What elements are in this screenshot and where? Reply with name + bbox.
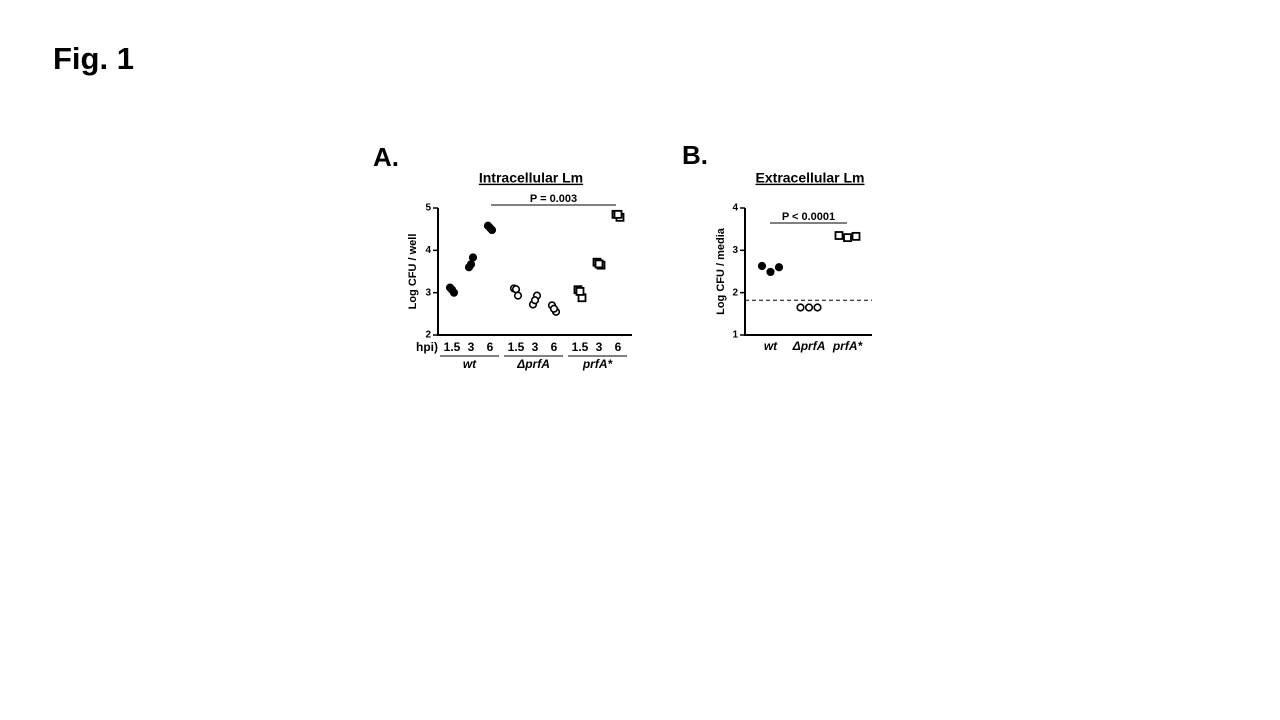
data-point: [613, 209, 623, 219]
y-tick-label: 1: [732, 330, 738, 341]
panel-label: B.: [682, 140, 708, 170]
data-point: [757, 261, 767, 271]
data-point: [466, 260, 476, 269]
group-label: wt: [463, 357, 477, 371]
data-point: [834, 231, 844, 240]
x-tick-label: 3: [532, 340, 539, 354]
data-point: [530, 296, 540, 305]
data-point: [447, 285, 457, 294]
x-tick-label: 6: [615, 340, 622, 354]
x-tick-label: 6: [551, 340, 558, 354]
figure-title: Fig. 1: [53, 41, 134, 76]
data-point: [468, 253, 478, 262]
y-tick-label: 4: [732, 203, 738, 214]
y-axis-label: Log CFU / media: [715, 227, 727, 315]
y-tick-label: 5: [425, 203, 431, 214]
y-tick-label: 2: [425, 330, 431, 341]
y-tick-label: 4: [425, 245, 431, 256]
group-label: ΔprfA: [516, 357, 550, 371]
x-prefix: hpi): [416, 340, 438, 354]
x-tick-label: 3: [468, 340, 475, 354]
y-tick-label: 3: [425, 287, 431, 298]
data-point: [511, 285, 521, 294]
x-tick-label: prfA*: [832, 339, 864, 353]
data-point: [813, 303, 822, 312]
x-tick-label: 1.5: [444, 340, 461, 354]
y-tick-label: 2: [732, 287, 738, 298]
data-point: [843, 233, 852, 243]
x-tick-label: 3: [596, 340, 603, 354]
x-tick-label: 1.5: [572, 340, 589, 354]
data-point: [796, 303, 805, 312]
chart-title: Intracellular Lm: [479, 170, 583, 186]
data-point: [485, 223, 495, 232]
x-tick-label: 1.5: [508, 340, 525, 354]
y-tick-label: 3: [732, 245, 738, 256]
group-label: prfA*: [582, 357, 614, 371]
data-point: [804, 303, 814, 312]
data-point: [575, 286, 585, 296]
x-tick-label: 6: [487, 340, 494, 354]
data-point: [549, 304, 559, 313]
annotation: P < 0.0001: [782, 211, 835, 223]
chart-title: Extracellular Lm: [756, 170, 865, 186]
x-tick-label: wt: [764, 339, 778, 353]
data-point: [766, 267, 775, 277]
annotation: P = 0.003: [530, 193, 577, 205]
x-tick-label: ΔprfA: [792, 339, 826, 353]
data-point: [851, 231, 861, 241]
y-axis-label: Log CFU / well: [407, 234, 419, 310]
data-point: [774, 263, 784, 272]
panel-label: A.: [373, 142, 399, 172]
data-point: [594, 259, 604, 269]
